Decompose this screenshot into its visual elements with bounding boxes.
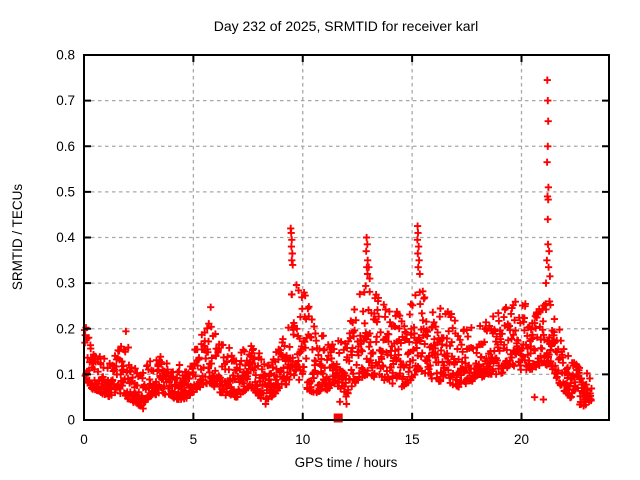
x-tick-label: 15 [405, 432, 420, 447]
y-tick-label: 0.1 [56, 367, 75, 382]
y-tick-label: 0.2 [56, 321, 75, 336]
x-tick-label: 20 [514, 432, 529, 447]
y-tick-label: 0.5 [56, 184, 75, 199]
y-tick-label: 0 [67, 413, 75, 428]
y-tick-label: 0.7 [56, 93, 75, 108]
x-tick-label: 10 [295, 432, 310, 447]
x-tick-label: 5 [190, 432, 198, 447]
chart-title: Day 232 of 2025, SRMTID for receiver kar… [214, 18, 479, 34]
y-axis-label: SRMTID / TECUs [10, 184, 25, 291]
y-tick-label: 0.6 [56, 139, 75, 154]
y-tick-label: 0.3 [56, 276, 75, 291]
tick-label-layer: 0 5 10 15 20 0 0.1 0.2 0.3 0.4 0.5 0.6 0.7 0.8 [56, 48, 529, 448]
x-axis-label: GPS time / hours [295, 455, 398, 470]
axis-layer [83, 54, 610, 421]
x-tick-label: 0 [80, 432, 88, 447]
y-tick-label: 0.8 [56, 48, 75, 63]
y-tick-label: 0.4 [56, 230, 75, 245]
flag-marker-square [333, 413, 343, 423]
